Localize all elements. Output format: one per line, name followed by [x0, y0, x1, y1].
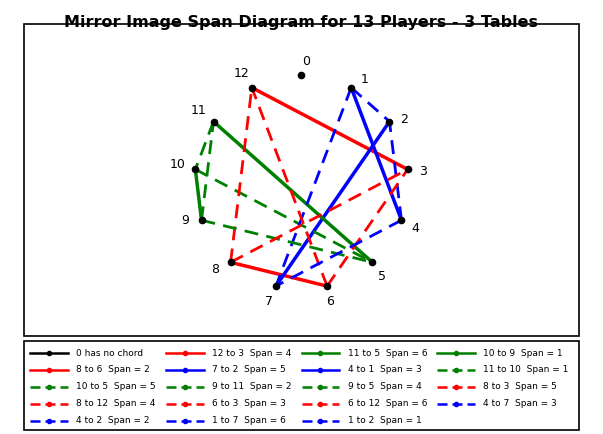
Text: 12 to 3  Span = 4: 12 to 3 Span = 4 [212, 349, 291, 358]
Text: 10 to 9  Span = 1: 10 to 9 Span = 1 [484, 349, 563, 358]
Text: 6 to 12  Span = 6: 6 to 12 Span = 6 [347, 399, 427, 408]
Text: 12: 12 [233, 67, 249, 80]
Text: 11 to 5  Span = 6: 11 to 5 Span = 6 [347, 349, 428, 358]
Text: 5: 5 [378, 270, 386, 283]
Text: 8: 8 [212, 263, 219, 276]
Text: 0 has no chord: 0 has no chord [77, 349, 144, 358]
Text: 4 to 7  Span = 3: 4 to 7 Span = 3 [484, 399, 557, 408]
Text: 6 to 3  Span = 3: 6 to 3 Span = 3 [212, 399, 286, 408]
Text: 2: 2 [400, 113, 408, 126]
Text: 1 to 2  Span = 1: 1 to 2 Span = 1 [347, 416, 421, 425]
Text: 11: 11 [191, 104, 206, 117]
Text: 8 to 6  Span = 2: 8 to 6 Span = 2 [77, 365, 150, 375]
Text: 8 to 12  Span = 4: 8 to 12 Span = 4 [77, 399, 156, 408]
Text: 7: 7 [265, 295, 274, 308]
Text: 4: 4 [411, 222, 419, 235]
Text: 10: 10 [169, 158, 185, 171]
Text: 1: 1 [361, 72, 369, 85]
Text: Mirror Image Span Diagram for 13 Players - 3 Tables: Mirror Image Span Diagram for 13 Players… [65, 15, 538, 30]
Text: 11 to 10  Span = 1: 11 to 10 Span = 1 [484, 365, 569, 375]
Text: 6: 6 [326, 295, 334, 308]
Text: 8 to 3  Span = 5: 8 to 3 Span = 5 [484, 382, 557, 391]
Text: 9 to 11  Span = 2: 9 to 11 Span = 2 [212, 382, 291, 391]
Text: 0: 0 [302, 55, 310, 68]
Text: 7 to 2  Span = 5: 7 to 2 Span = 5 [212, 365, 286, 375]
Text: 9 to 5  Span = 4: 9 to 5 Span = 4 [347, 382, 421, 391]
Text: 3: 3 [418, 165, 426, 178]
Text: 4 to 1  Span = 3: 4 to 1 Span = 3 [347, 365, 421, 375]
Text: 10 to 5  Span = 5: 10 to 5 Span = 5 [77, 382, 156, 391]
Text: 4 to 2  Span = 2: 4 to 2 Span = 2 [77, 416, 150, 425]
Text: 1 to 7  Span = 6: 1 to 7 Span = 6 [212, 416, 286, 425]
Text: 9: 9 [182, 214, 189, 227]
